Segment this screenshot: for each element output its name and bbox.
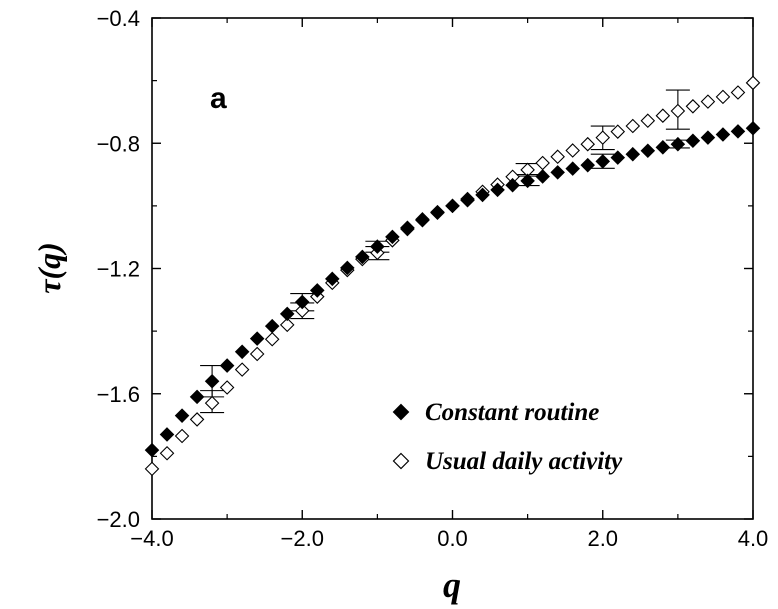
- data-point-constant-routine: [700, 130, 716, 145]
- data-point-constant-routine: [415, 212, 430, 227]
- data-point-usual-daily-activity: [535, 155, 550, 171]
- data-point-constant-routine: [264, 318, 280, 334]
- data-point-constant-routine: [445, 198, 460, 214]
- data-point-constant-routine: [535, 169, 550, 184]
- legend-marker-constant-routine: [392, 403, 410, 421]
- data-point-constant-routine: [234, 344, 250, 360]
- data-point-constant-routine: [715, 127, 731, 142]
- data-point-constant-routine: [174, 408, 190, 423]
- data-point-constant-routine: [309, 283, 325, 298]
- data-point-usual-daily-activity: [234, 362, 250, 377]
- data-point-constant-routine: [325, 271, 340, 287]
- data-point-constant-routine: [745, 120, 761, 136]
- data-point-usual-daily-activity: [550, 149, 565, 164]
- data-point-usual-daily-activity: [294, 303, 310, 319]
- x-tick-label: 2.0: [587, 526, 618, 551]
- data-point-usual-daily-activity: [595, 130, 611, 145]
- data-point-constant-routine: [475, 187, 490, 203]
- data-point-usual-daily-activity: [279, 317, 295, 333]
- data-point-constant-routine: [580, 157, 596, 173]
- data-point-usual-daily-activity: [219, 380, 235, 395]
- data-point-constant-routine: [159, 427, 175, 442]
- data-point-constant-routine: [370, 239, 385, 254]
- data-point-usual-daily-activity: [640, 113, 656, 128]
- data-point-constant-routine: [189, 389, 205, 405]
- data-point-constant-routine: [355, 249, 370, 265]
- axis-ticks: −4.0 −2.0 0.0 2.0 4.0−2.0−1.6−1.2−0.8−0.4: [97, 6, 769, 551]
- data-point-usual-daily-activity: [715, 89, 731, 105]
- y-tick-label: −1.6: [97, 382, 140, 407]
- data-point-constant-routine: [219, 358, 235, 373]
- data-point-usual-daily-activity: [159, 445, 175, 461]
- x-tick-label: −2.0: [281, 526, 324, 551]
- data-point-constant-routine: [340, 260, 355, 276]
- data-point-constant-routine: [385, 229, 400, 245]
- data-point-constant-routine: [490, 182, 505, 198]
- data-point-usual-daily-activity: [610, 124, 626, 139]
- data-point-usual-daily-activity: [730, 85, 746, 100]
- data-point-constant-routine: [279, 306, 295, 322]
- data-point-usual-daily-activity: [174, 428, 190, 444]
- data-point-constant-routine: [685, 133, 701, 149]
- data-point-constant-routine: [204, 373, 220, 389]
- data-point-constant-routine: [595, 154, 611, 169]
- data-point-constant-routine: [430, 204, 445, 220]
- data-point-usual-daily-activity: [745, 75, 761, 91]
- y-tick-label: −1.2: [97, 257, 140, 282]
- legend: Constant routine Usual daily activity: [392, 399, 623, 475]
- x-tick-label: −4.0: [130, 526, 173, 551]
- data-point-usual-daily-activity: [565, 143, 580, 158]
- error-bars: [200, 89, 690, 414]
- data-point-usual-daily-activity: [189, 412, 205, 427]
- y-axis-title: τ(q): [31, 242, 67, 294]
- data-point-usual-daily-activity: [625, 118, 641, 134]
- x-tick-label: 4.0: [738, 526, 769, 551]
- data-point-constant-routine: [400, 220, 415, 236]
- data-point-usual-daily-activity: [670, 103, 686, 119]
- data-point-constant-routine: [520, 173, 535, 189]
- data-point-constant-routine: [670, 136, 686, 152]
- data-point-constant-routine: [625, 146, 641, 162]
- x-tick-label: 0.0: [437, 526, 468, 551]
- data-point-usual-daily-activity: [700, 94, 716, 109]
- data-point-usual-daily-activity: [685, 99, 701, 114]
- data-point-usual-daily-activity: [144, 461, 160, 477]
- legend-label-constant-routine: Constant routine: [425, 399, 599, 426]
- data-point-usual-daily-activity: [249, 346, 265, 362]
- x-axis-title: q: [443, 565, 461, 605]
- data-point-constant-routine: [640, 143, 656, 159]
- data-point-usual-daily-activity: [655, 108, 671, 123]
- data-point-constant-routine: [565, 161, 580, 176]
- plot-frame: [151, 17, 754, 520]
- legend-label-usual-daily-activity: Usual daily activity: [425, 448, 623, 475]
- data-point-constant-routine: [144, 442, 160, 458]
- data-point-constant-routine: [655, 140, 671, 155]
- data-markers: [144, 75, 761, 477]
- data-point-usual-daily-activity: [204, 395, 220, 411]
- legend-marker-usual-daily-activity: [392, 452, 410, 470]
- data-point-constant-routine: [460, 192, 475, 208]
- y-tick-label: −0.8: [97, 131, 140, 156]
- data-point-usual-daily-activity: [264, 331, 280, 347]
- y-tick-label: −2.0: [97, 507, 140, 532]
- data-point-constant-routine: [610, 150, 626, 165]
- data-point-constant-routine: [550, 165, 565, 180]
- y-tick-label: −0.4: [97, 6, 140, 31]
- data-point-constant-routine: [249, 331, 265, 346]
- data-point-usual-daily-activity: [580, 136, 596, 152]
- data-point-constant-routine: [294, 294, 310, 310]
- data-point-constant-routine: [505, 177, 520, 193]
- panel-label: a: [210, 82, 227, 115]
- data-point-constant-routine: [730, 124, 746, 139]
